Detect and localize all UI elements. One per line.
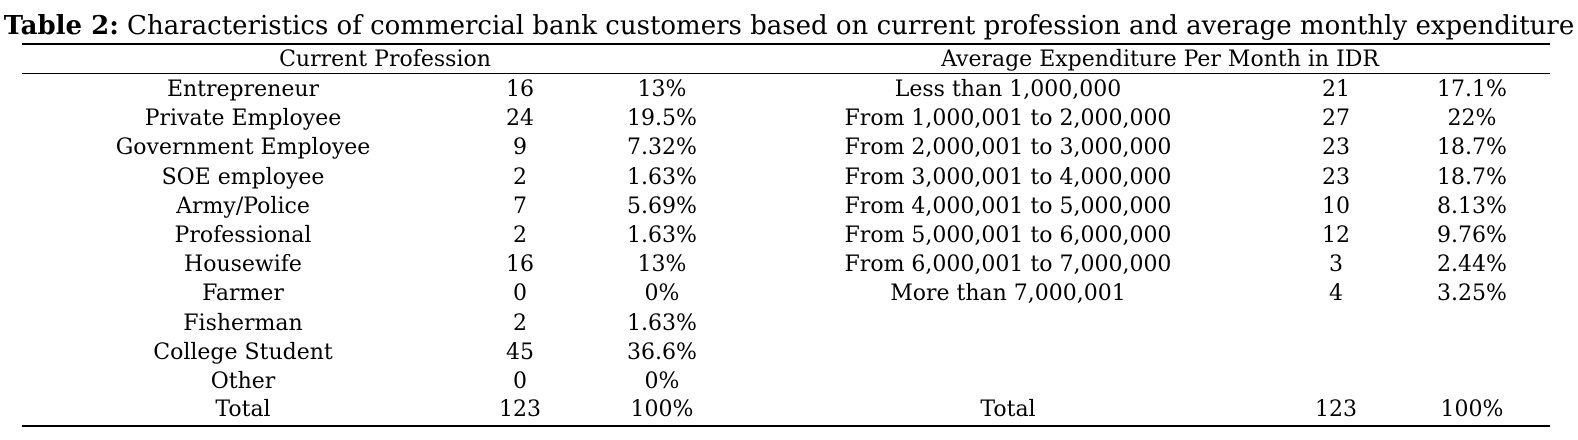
profession-row-label: Housewife (184, 252, 302, 278)
expenditure-row-label: From 2,000,001 to 3,000,000 (844, 135, 1172, 161)
profession-count-column: 16 24 9 2 7 2 16 0 2 45 0 (470, 75, 570, 396)
expenditure-row-percent: 9.76% (1437, 222, 1507, 248)
profession-row-count: 16 (506, 252, 534, 278)
expenditure-row-percent: 2.44% (1437, 252, 1507, 278)
profession-total-label: Total (215, 397, 271, 422)
expenditure-row-label: Less than 1,000,000 (894, 77, 1122, 102)
profession-row-count: 9 (513, 135, 527, 161)
expenditure-row-percent: 8.13% (1437, 193, 1507, 219)
expenditure-percent-column: 17.1% 22% 18.7% 18.7% 8.13% 9.76% 2.44% 3.25% (1402, 75, 1542, 309)
profession-row-label: College Student (153, 339, 333, 365)
expenditure-row-count: 12 (1322, 222, 1350, 248)
profession-percent-column: 13% 19.5% 7.32% 1.63% 5.69% 1.63% 13% 0% 1.63% 36… (592, 75, 732, 396)
expenditure-row-label: From 4,000,001 to 5,000,000 (844, 193, 1172, 219)
expenditure-row-count: 27 (1322, 106, 1350, 132)
profession-row-percent: 36.6% (627, 339, 697, 365)
expenditure-row-label: From 6,000,001 to 7,000,000 (844, 252, 1172, 278)
profession-label-column: Entrepreneur Private Employee Government E… (84, 75, 402, 396)
profession-row-count: 24 (506, 106, 534, 132)
expenditure-row-percent: 18.7% (1437, 135, 1507, 161)
table-caption-text: Characteristics of commercial bank custo… (118, 11, 1575, 41)
expenditure-row-label: From 5,000,001 to 6,000,000 (844, 222, 1172, 248)
profession-row-count: 45 (506, 339, 534, 365)
profession-row-count: 2 (513, 310, 527, 336)
profession-row-count: 0 (513, 368, 527, 394)
profession-row-label: SOE employee (161, 164, 325, 190)
expenditure-row-count: 4 (1329, 281, 1343, 307)
profession-row-percent: 19.5% (627, 106, 697, 132)
expenditure-total-percent: 100% (1440, 397, 1504, 422)
profession-row-label: Entrepreneur (166, 77, 320, 102)
expenditure-row-percent: 18.7% (1437, 164, 1507, 190)
expenditure-row-count: 21 (1322, 77, 1350, 102)
profession-row-percent: 7.32% (627, 135, 697, 161)
expenditure-total-count: 123 (1315, 397, 1357, 422)
profession-row-percent: 0% (644, 281, 680, 307)
profession-row-percent: 1.63% (627, 310, 697, 336)
expenditure-row-label: From 1,000,001 to 2,000,000 (844, 106, 1172, 132)
profession-row-label: Fisherman (183, 310, 303, 336)
profession-row-label: Army/Police (176, 193, 310, 219)
profession-row-label: Private Employee (144, 106, 342, 132)
header-average-expenditure: Average Expenditure Per Month in IDR (941, 47, 1379, 72)
header-current-profession: Current Profession (279, 47, 491, 72)
expenditure-row-label: From 3,000,001 to 4,000,000 (844, 164, 1172, 190)
expenditure-count-column: 21 27 23 23 10 12 3 4 (1286, 75, 1386, 309)
top-rule (22, 43, 1550, 45)
profession-row-label: Professional (174, 222, 312, 248)
expenditure-row-count: 23 (1322, 164, 1350, 190)
bottom-rule (22, 425, 1550, 427)
profession-row-count: 7 (513, 193, 527, 219)
expenditure-row-label: More than 7,000,001 (890, 281, 1126, 307)
expenditure-row-percent: 3.25% (1437, 281, 1507, 307)
expenditure-row-count: 3 (1329, 252, 1343, 278)
expenditure-row-count: 23 (1322, 135, 1350, 161)
profession-row-percent: 13% (637, 252, 687, 278)
profession-row-percent: 0% (644, 368, 680, 394)
profession-row-count: 16 (506, 77, 534, 102)
profession-row-percent: 5.69% (627, 193, 697, 219)
profession-row-percent: 1.63% (627, 222, 697, 248)
profession-row-count: 2 (513, 222, 527, 248)
expenditure-total-label: Total (980, 397, 1036, 422)
profession-row-label: Farmer (202, 281, 284, 307)
profession-row-label: Other (210, 368, 276, 394)
expenditure-row-percent: 22% (1447, 106, 1497, 132)
profession-row-count: 0 (513, 281, 527, 307)
expenditure-label-column: Less than 1,000,000 From 1,000,001 to 2,0… (830, 75, 1186, 309)
profession-row-count: 2 (513, 164, 527, 190)
profession-total-percent: 100% (630, 397, 694, 422)
expenditure-row-percent: 17.1% (1437, 77, 1507, 102)
table-caption: Table 2: Characteristics of commercial b… (0, 10, 1578, 42)
profession-row-percent: 13% (637, 77, 687, 102)
profession-row-percent: 1.63% (627, 164, 697, 190)
header-rule (22, 73, 1550, 74)
profession-row-label: Government Employee (115, 135, 371, 161)
expenditure-row-count: 10 (1322, 193, 1350, 219)
profession-total-count: 123 (499, 397, 541, 422)
table-caption-label: Table 2: (3, 11, 119, 41)
